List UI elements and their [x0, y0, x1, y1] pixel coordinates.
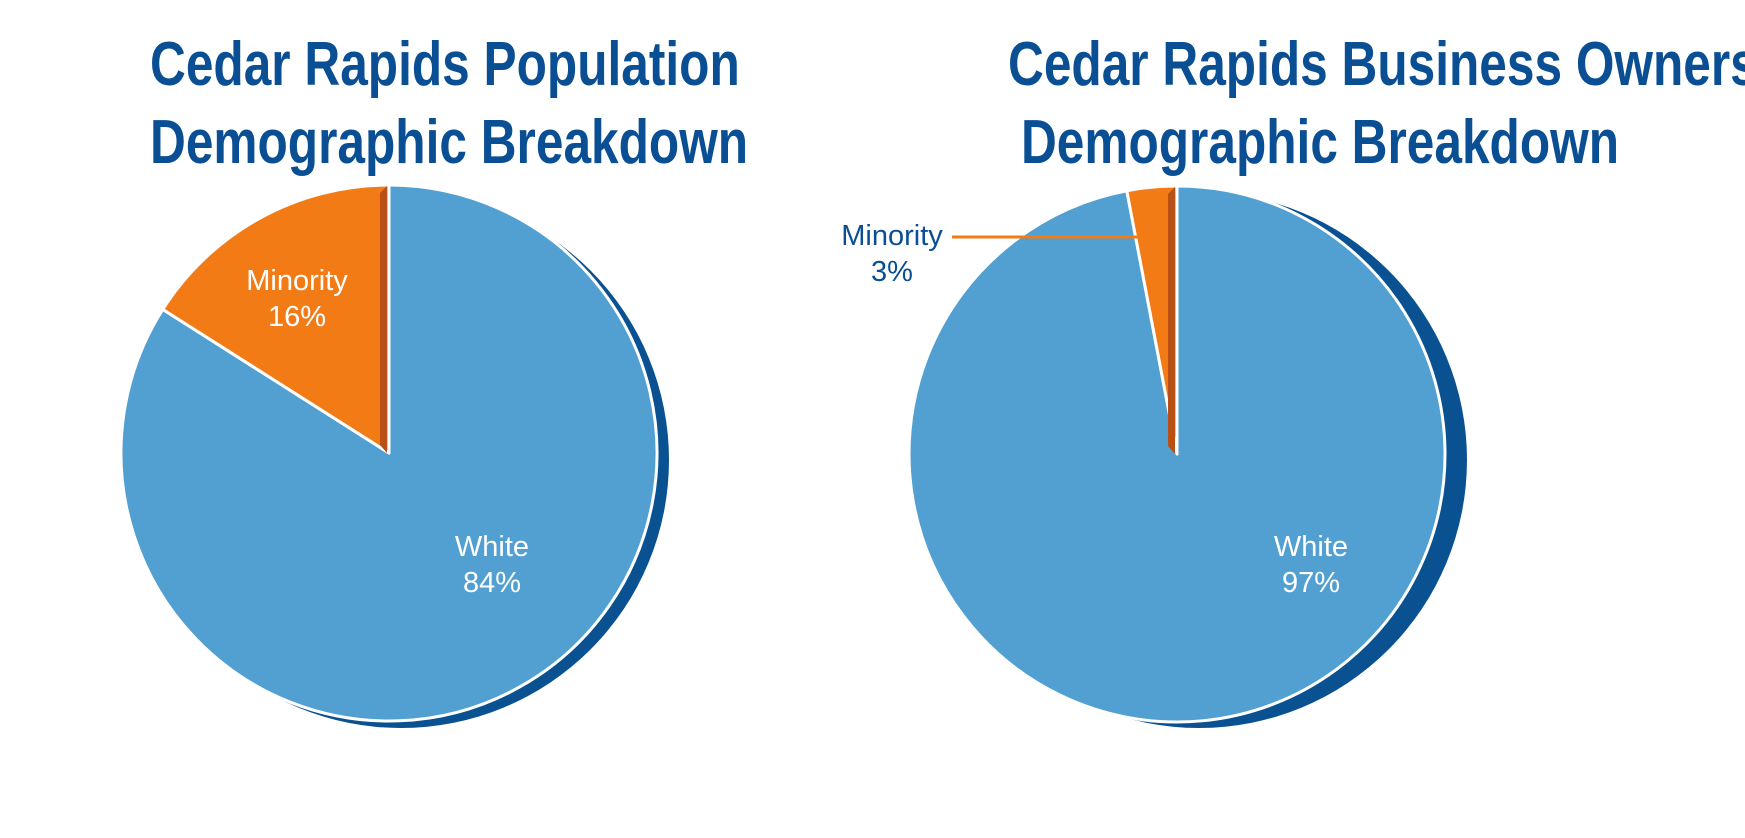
title-line-1: Cedar Rapids Population [150, 30, 740, 99]
chart-title-business-ownership: Cedar Rapids Business Ownership Demograp… [1008, 26, 1745, 182]
slice-value-white: 97% [1282, 567, 1340, 599]
slice-label-minority: Minority [841, 220, 943, 252]
slice-value-white: 84% [463, 567, 521, 599]
pie-slice-minority-depth [1168, 187, 1175, 454]
pie-slice-minority-depth [380, 186, 387, 453]
pie-slice-minority [161, 183, 391, 455]
chart-title-population: Cedar Rapids Population Demographic Brea… [150, 26, 749, 182]
title-line-2: Demographic Breakdown [150, 108, 749, 177]
slice-label-minority: Minority [246, 265, 348, 297]
title-line-1: Cedar Rapids Business Ownership [1008, 30, 1745, 99]
slice-label-white: White [1274, 531, 1348, 563]
slice-value-minority: 3% [871, 256, 913, 288]
slice-label-white: White [455, 531, 529, 563]
slice-value-minority: 16% [268, 301, 326, 333]
title-line-2: Demographic Breakdown [1020, 108, 1620, 177]
